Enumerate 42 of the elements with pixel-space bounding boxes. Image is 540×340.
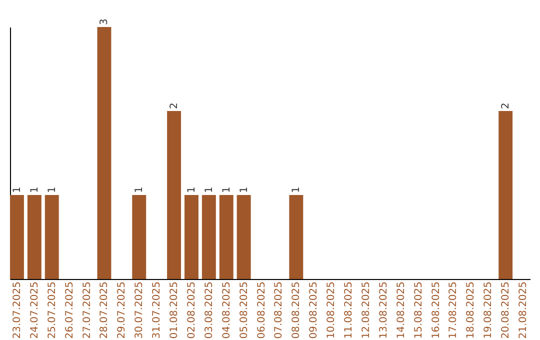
x-tick-label: 30.07.2025 xyxy=(134,282,146,339)
x-tick-label: 13.08.2025 xyxy=(378,282,390,339)
x-tick-label: 12.08.2025 xyxy=(360,282,372,339)
x-tick-label: 31.07.2025 xyxy=(152,282,163,339)
x-tick-label: 18.08.2025 xyxy=(466,282,477,339)
data-label: 1 xyxy=(29,186,40,193)
x-tick-label: 20.08.2025 xyxy=(500,282,512,339)
x-tick-label: 24.07.2025 xyxy=(29,282,40,339)
data-label: 1 xyxy=(134,186,146,193)
x-tick-label: 08.08.2025 xyxy=(291,282,302,339)
data-label: 1 xyxy=(238,186,250,193)
data-label: 3 xyxy=(99,18,110,25)
data-label: 1 xyxy=(291,186,302,193)
x-tick-label: 10.08.2025 xyxy=(326,282,338,339)
x-tick-label: 14.08.2025 xyxy=(396,282,407,339)
x-tick-label: 21.08.2025 xyxy=(518,282,530,339)
x-tick-label: 03.08.2025 xyxy=(204,282,215,339)
x-tick-label: 16.08.2025 xyxy=(430,282,442,339)
x-tick-label: 09.08.2025 xyxy=(308,282,320,339)
x-tick-label: 19.08.2025 xyxy=(483,282,494,339)
data-label: 1 xyxy=(46,186,58,193)
x-tick-label: 28.07.2025 xyxy=(99,282,110,339)
x-tick-label: 11.08.2025 xyxy=(344,282,355,339)
data-label: 1 xyxy=(12,186,23,193)
x-tick-label: 15.08.2025 xyxy=(413,282,424,339)
x-tick-label: 04.08.2025 xyxy=(221,282,232,339)
data-label: 2 xyxy=(169,102,180,109)
x-tick-label: 02.08.2025 xyxy=(186,282,198,339)
x-tick-label: 25.07.2025 xyxy=(46,282,58,339)
x-tick-label: 05.08.2025 xyxy=(238,282,250,339)
data-label: 1 xyxy=(221,186,232,193)
x-tick-label: 17.08.2025 xyxy=(448,282,460,339)
x-tick-label: 23.07.2025 xyxy=(12,282,23,339)
x-tick-label: 07.08.2025 xyxy=(274,282,285,339)
x-tick-label: 01.08.2025 xyxy=(169,282,180,339)
x-tick-label: 26.07.2025 xyxy=(64,282,76,339)
data-label: 2 xyxy=(500,102,512,109)
x-tick-label: 06.08.2025 xyxy=(256,282,268,339)
x-tick-label: 27.07.2025 xyxy=(82,282,93,339)
data-label: 1 xyxy=(204,186,215,193)
data-label: 1 xyxy=(186,186,198,193)
x-tick-label: 29.07.2025 xyxy=(116,282,128,339)
